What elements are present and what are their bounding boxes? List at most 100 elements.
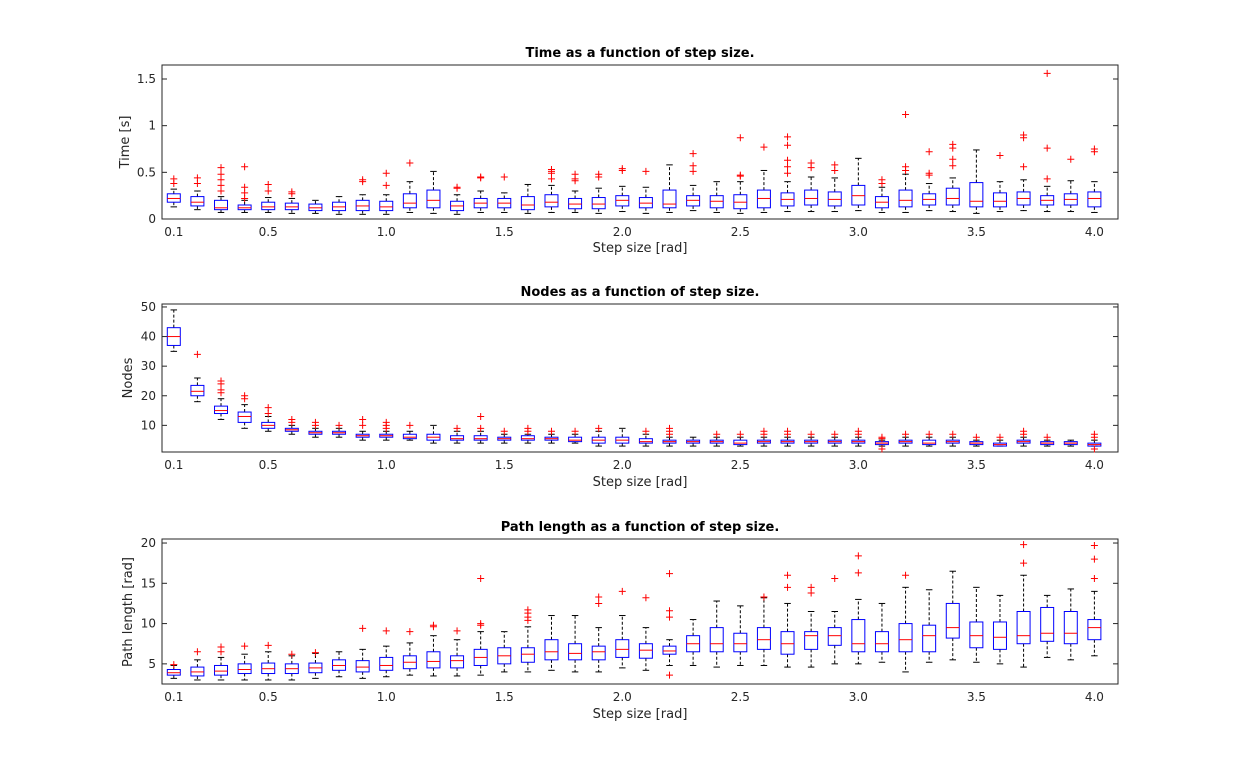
- box-group: [426, 170, 441, 214]
- box-group: [945, 140, 960, 213]
- box-group: [237, 642, 252, 681]
- outlier: [949, 430, 957, 438]
- box: [1063, 611, 1078, 645]
- box-group: [450, 424, 465, 444]
- outlier: [807, 159, 815, 167]
- box-group: [284, 415, 299, 435]
- box: [402, 193, 417, 209]
- box-group: [804, 430, 819, 447]
- box: [520, 435, 535, 441]
- box: [1087, 619, 1102, 641]
- box: [450, 435, 465, 441]
- x-tick-label: 2.0: [613, 225, 632, 239]
- box-group: [969, 433, 984, 447]
- box-group: [591, 424, 606, 447]
- box: [945, 187, 960, 206]
- outlier: [500, 427, 508, 435]
- box-group: [945, 570, 960, 661]
- box-group: [851, 157, 866, 212]
- outlier: [666, 570, 674, 578]
- outlier: [784, 427, 792, 435]
- box-group: [568, 615, 583, 673]
- x-axis-label: Step size [rad]: [593, 475, 688, 490]
- x-axis-label: Step size [rad]: [593, 707, 688, 722]
- box: [945, 602, 960, 639]
- box-group: [780, 133, 795, 213]
- axes-frame: [161, 303, 1119, 453]
- x-tick-label: 2.5: [731, 458, 750, 472]
- box-group: [992, 152, 1007, 213]
- axes-frame: [161, 538, 1119, 685]
- x-tick-label: 4.0: [1085, 690, 1104, 704]
- outlier: [925, 430, 933, 438]
- box: [568, 436, 583, 443]
- box-group: [284, 188, 299, 214]
- box-group: [308, 649, 323, 679]
- outlier: [925, 169, 933, 177]
- box-group: [686, 619, 701, 666]
- box-group: [992, 433, 1007, 447]
- outlier: [831, 161, 839, 169]
- outlier: [500, 173, 508, 181]
- outlier: [1020, 131, 1028, 139]
- box: [190, 196, 205, 207]
- outlier: [170, 661, 178, 669]
- x-tick-label: 2.5: [731, 225, 750, 239]
- box-group: [450, 627, 465, 677]
- box-group: [379, 418, 394, 441]
- box-group: [402, 159, 417, 213]
- box-group: [379, 169, 394, 215]
- y-tick-label: 10: [141, 617, 156, 631]
- box: [544, 639, 559, 661]
- chart-time: Time as a function of step size. Step si…: [118, 46, 1119, 256]
- box: [568, 643, 583, 661]
- outlier: [618, 165, 626, 173]
- box-group: [756, 427, 771, 447]
- box-group: [851, 427, 866, 447]
- outlier: [382, 627, 390, 635]
- outlier: [831, 430, 839, 438]
- x-tick-label: 0.1: [164, 458, 183, 472]
- box-group: [591, 593, 606, 673]
- outlier: [453, 183, 461, 191]
- box-group: [686, 436, 701, 447]
- box: [709, 627, 724, 653]
- box-group: [544, 166, 559, 213]
- box-group: [827, 430, 842, 447]
- box-group: [945, 430, 960, 447]
- box-group: [190, 174, 205, 211]
- x-tick-label: 3.0: [849, 458, 868, 472]
- outlier: [642, 427, 650, 435]
- outlier: [241, 183, 249, 191]
- box: [756, 627, 771, 650]
- box-group: [473, 412, 488, 444]
- box-group: [874, 433, 889, 453]
- outlier: [831, 574, 839, 582]
- x-axis-label: Step size [rad]: [593, 241, 688, 256]
- outlier: [902, 110, 910, 118]
- box-group: [922, 589, 937, 663]
- outlier: [949, 140, 957, 148]
- plot-area: 0 0.5 1 1.5 0.1 0.5 1.0 1.5 2.0 2.5 3.0 3.5 4.0: [137, 64, 1119, 239]
- outlier: [547, 427, 555, 435]
- box-group: [874, 602, 889, 663]
- box-group: [709, 600, 724, 668]
- box-group: [827, 161, 842, 213]
- outlier: [949, 162, 957, 170]
- box: [520, 196, 535, 211]
- outlier: [854, 552, 862, 560]
- outlier: [902, 571, 910, 579]
- x-tick-label: 1.0: [377, 458, 396, 472]
- box-group: [709, 430, 724, 447]
- x-tick-label: 1.0: [377, 225, 396, 239]
- box: [237, 411, 252, 423]
- outlier: [878, 433, 886, 441]
- y-tick-label: 10: [141, 418, 156, 432]
- box-group: [402, 628, 417, 676]
- box-group: [473, 173, 488, 213]
- box-group: [497, 173, 512, 213]
- outlier: [1090, 555, 1098, 563]
- box-group: [1087, 145, 1102, 213]
- box-group: [1016, 427, 1031, 447]
- box: [827, 627, 842, 646]
